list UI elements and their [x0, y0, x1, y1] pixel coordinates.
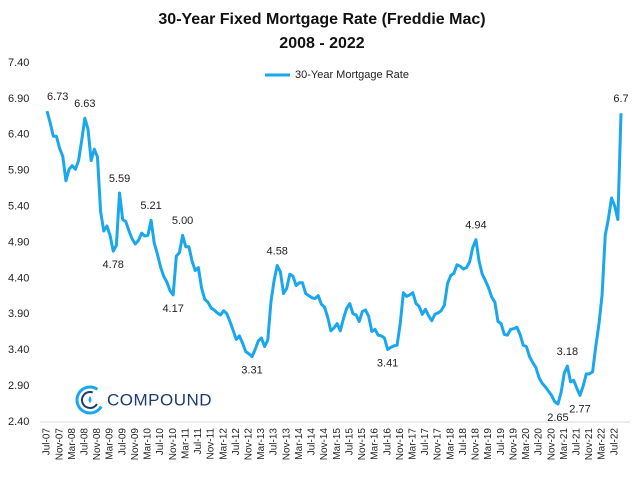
data-label: 5.00 [172, 215, 193, 227]
y-tick-label: 2.90 [8, 380, 29, 392]
x-tick-label: Jul-20 [534, 428, 545, 456]
x-tick-label: Mar-08 [67, 428, 78, 460]
data-label: 4.94 [465, 220, 486, 232]
x-tick-label: Nov-15 [357, 428, 368, 461]
y-tick-label: 6.40 [8, 129, 29, 141]
x-tick-label: Nov-20 [546, 428, 557, 461]
x-tick-label: Nov-17 [433, 428, 444, 461]
logo-ring-inner [81, 391, 99, 409]
x-tick-label: Nov-21 [584, 428, 595, 461]
data-label: 3.18 [557, 346, 578, 358]
logo-text: COMPOUND [107, 390, 212, 409]
y-tick-label: 4.90 [8, 236, 29, 248]
x-tick-label: Jul-09 [117, 428, 128, 456]
x-tick-label: Nov-11 [206, 428, 217, 460]
logo: COMPOUND [75, 385, 212, 415]
y-tick-label: 5.40 [8, 201, 29, 213]
y-tick-label: 6.90 [8, 93, 29, 105]
data-label: 4.17 [162, 303, 183, 315]
y-tick-label: 4.40 [8, 272, 29, 284]
x-tick-label: Nov-16 [395, 428, 406, 461]
data-label: 3.31 [241, 365, 262, 377]
logo-drop [88, 396, 92, 403]
x-tick-label: Mar-09 [105, 428, 116, 460]
y-tick-label: 7.40 [8, 57, 29, 69]
x-tick-label: Mar-17 [407, 428, 418, 460]
x-tick-label: Mar-11 [180, 428, 191, 459]
x-tick-label: Nov-18 [471, 428, 482, 461]
x-tick-label: Nov-19 [508, 428, 519, 461]
data-label: 4.78 [103, 259, 124, 271]
x-tick-label: Mar-15 [332, 428, 343, 460]
data-label: 5.21 [140, 200, 161, 212]
x-tick-label: Mar-14 [294, 428, 305, 460]
x-tick-label: Nov-08 [92, 428, 103, 461]
x-tick-label: Mar-18 [445, 428, 456, 460]
x-tick-label: Jul-07 [42, 428, 53, 456]
x-tick-label: Mar-12 [218, 428, 229, 460]
x-tick-label: Jul-14 [307, 428, 318, 456]
data-label: 3.41 [377, 357, 398, 369]
data-label: 6.7 [613, 93, 628, 105]
chart-subtitle: 2008 - 2022 [279, 35, 365, 52]
x-tick-label: Jul-08 [79, 428, 90, 456]
line [45, 110, 623, 406]
x-tick-label: Nov-09 [130, 428, 141, 461]
x-tick-label: Jul-22 [609, 428, 620, 456]
x-tick-label: Jul-10 [155, 428, 166, 456]
chart-title: 30-Year Fixed Mortgage Rate (Freddie Mac… [158, 11, 485, 28]
x-tick-label: Jul-21 [571, 428, 582, 456]
x-tick-label: Jul-19 [496, 428, 507, 456]
data-label: 5.59 [109, 173, 130, 185]
x-tick-label: Jul-11 [193, 428, 204, 455]
data-label: 6.63 [74, 98, 95, 110]
data-label: 4.58 [267, 245, 288, 257]
logo-ring [75, 385, 105, 415]
y-tick-label: 3.40 [8, 344, 29, 356]
x-tick-label: Mar-16 [370, 428, 381, 460]
data-label: 2.65 [547, 412, 568, 424]
x-tick-label: Nov-12 [243, 428, 254, 461]
legend-label: 30-Year Mortgage Rate [295, 69, 409, 81]
y-tick-label: 2.40 [8, 416, 29, 428]
x-tick-label: Nov-14 [319, 428, 330, 461]
x-tick-label: Nov-13 [281, 428, 292, 461]
data-label: 2.77 [569, 403, 590, 415]
x-tick-label: Jul-17 [420, 428, 431, 456]
x-tick-label: Mar-19 [483, 428, 494, 460]
x-tick-label: Mar-22 [597, 428, 608, 460]
x-tick-label: Jul-13 [269, 428, 280, 456]
x-tick-label: Jul-18 [458, 428, 469, 456]
x-tick-label: Mar-21 [559, 428, 570, 460]
data-label: 6.73 [47, 91, 68, 103]
x-tick-label: Mar-13 [256, 428, 267, 460]
x-tick-label: Jul-12 [231, 428, 242, 456]
x-tick-label: Nov-10 [168, 428, 179, 461]
x-tick-label: Nov-07 [54, 428, 65, 461]
x-tick-label: Mar-20 [521, 428, 532, 460]
x-tick-label: Jul-16 [382, 428, 393, 456]
x-tick-label: Mar-10 [143, 428, 154, 460]
y-tick-label: 5.90 [8, 165, 29, 177]
y-tick-label: 3.90 [8, 308, 29, 320]
x-tick-label: Jul-15 [344, 428, 355, 456]
